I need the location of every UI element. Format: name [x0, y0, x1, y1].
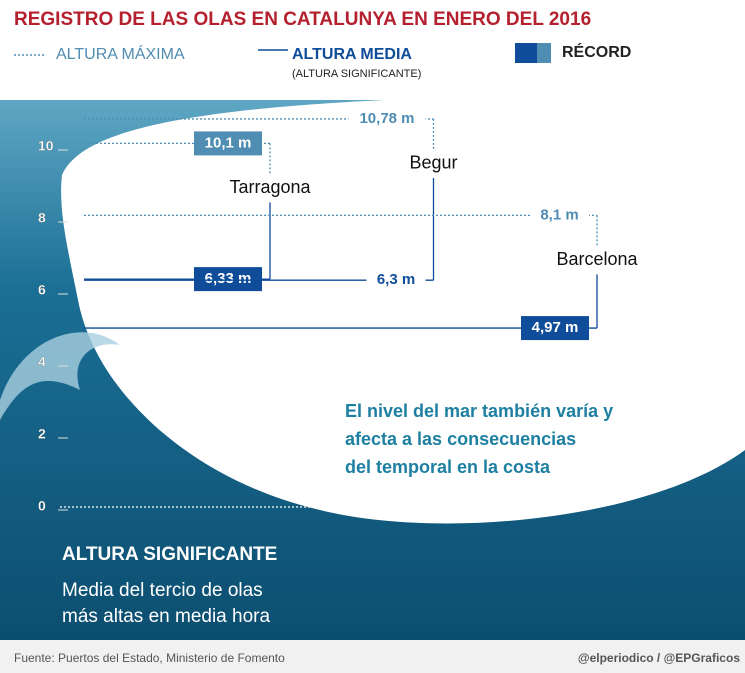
- value-label: 6,3 m: [377, 271, 415, 288]
- legend-record: RÉCORD: [562, 42, 631, 61]
- value-label: 6,33 m: [205, 270, 252, 287]
- y-tick-label: 0: [38, 498, 46, 514]
- value-label: 10,1 m: [205, 134, 252, 151]
- legend-record-swatch: [537, 43, 551, 63]
- note: del temporal en la costa: [345, 457, 551, 477]
- city-label: Tarragona: [229, 177, 311, 197]
- city-label: Barcelona: [556, 249, 638, 269]
- infographic: REGISTRO DE LAS OLAS EN CATALUNYA EN ENE…: [0, 0, 745, 673]
- definition-line: más altas en media hora: [62, 606, 270, 627]
- note: El nivel del mar también varía y: [345, 401, 613, 421]
- note: afecta a las consecuencias: [345, 429, 576, 449]
- credit: @elperiodico / @EPGraficos: [578, 651, 740, 665]
- legend-record-swatch: [515, 43, 537, 63]
- value-label: 4,97 m: [532, 319, 579, 336]
- legend-mean-sub: (ALTURA SIGNIFICANTE): [292, 68, 421, 80]
- source: Fuente: Puertos del Estado, Ministerio d…: [14, 651, 285, 665]
- y-tick-label: 8: [38, 210, 46, 226]
- y-tick-label: 2: [38, 426, 46, 442]
- legend-mean: ALTURA MEDIA: [292, 46, 412, 63]
- definition-line: Media del tercio de olas: [62, 580, 263, 601]
- y-tick-label: 4: [38, 354, 46, 370]
- value-label: 10,78 m: [359, 110, 414, 127]
- city-label: Begur: [409, 153, 457, 173]
- title: REGISTRO DE LAS OLAS EN CATALUNYA EN ENE…: [14, 9, 591, 30]
- y-tick-label: 6: [38, 282, 46, 298]
- y-tick-label: 10: [38, 138, 54, 154]
- definition-title: ALTURA SIGNIFICANTE: [62, 544, 277, 565]
- value-label: 8,1 m: [540, 206, 578, 223]
- legend-max: ALTURA MÁXIMA: [56, 44, 185, 63]
